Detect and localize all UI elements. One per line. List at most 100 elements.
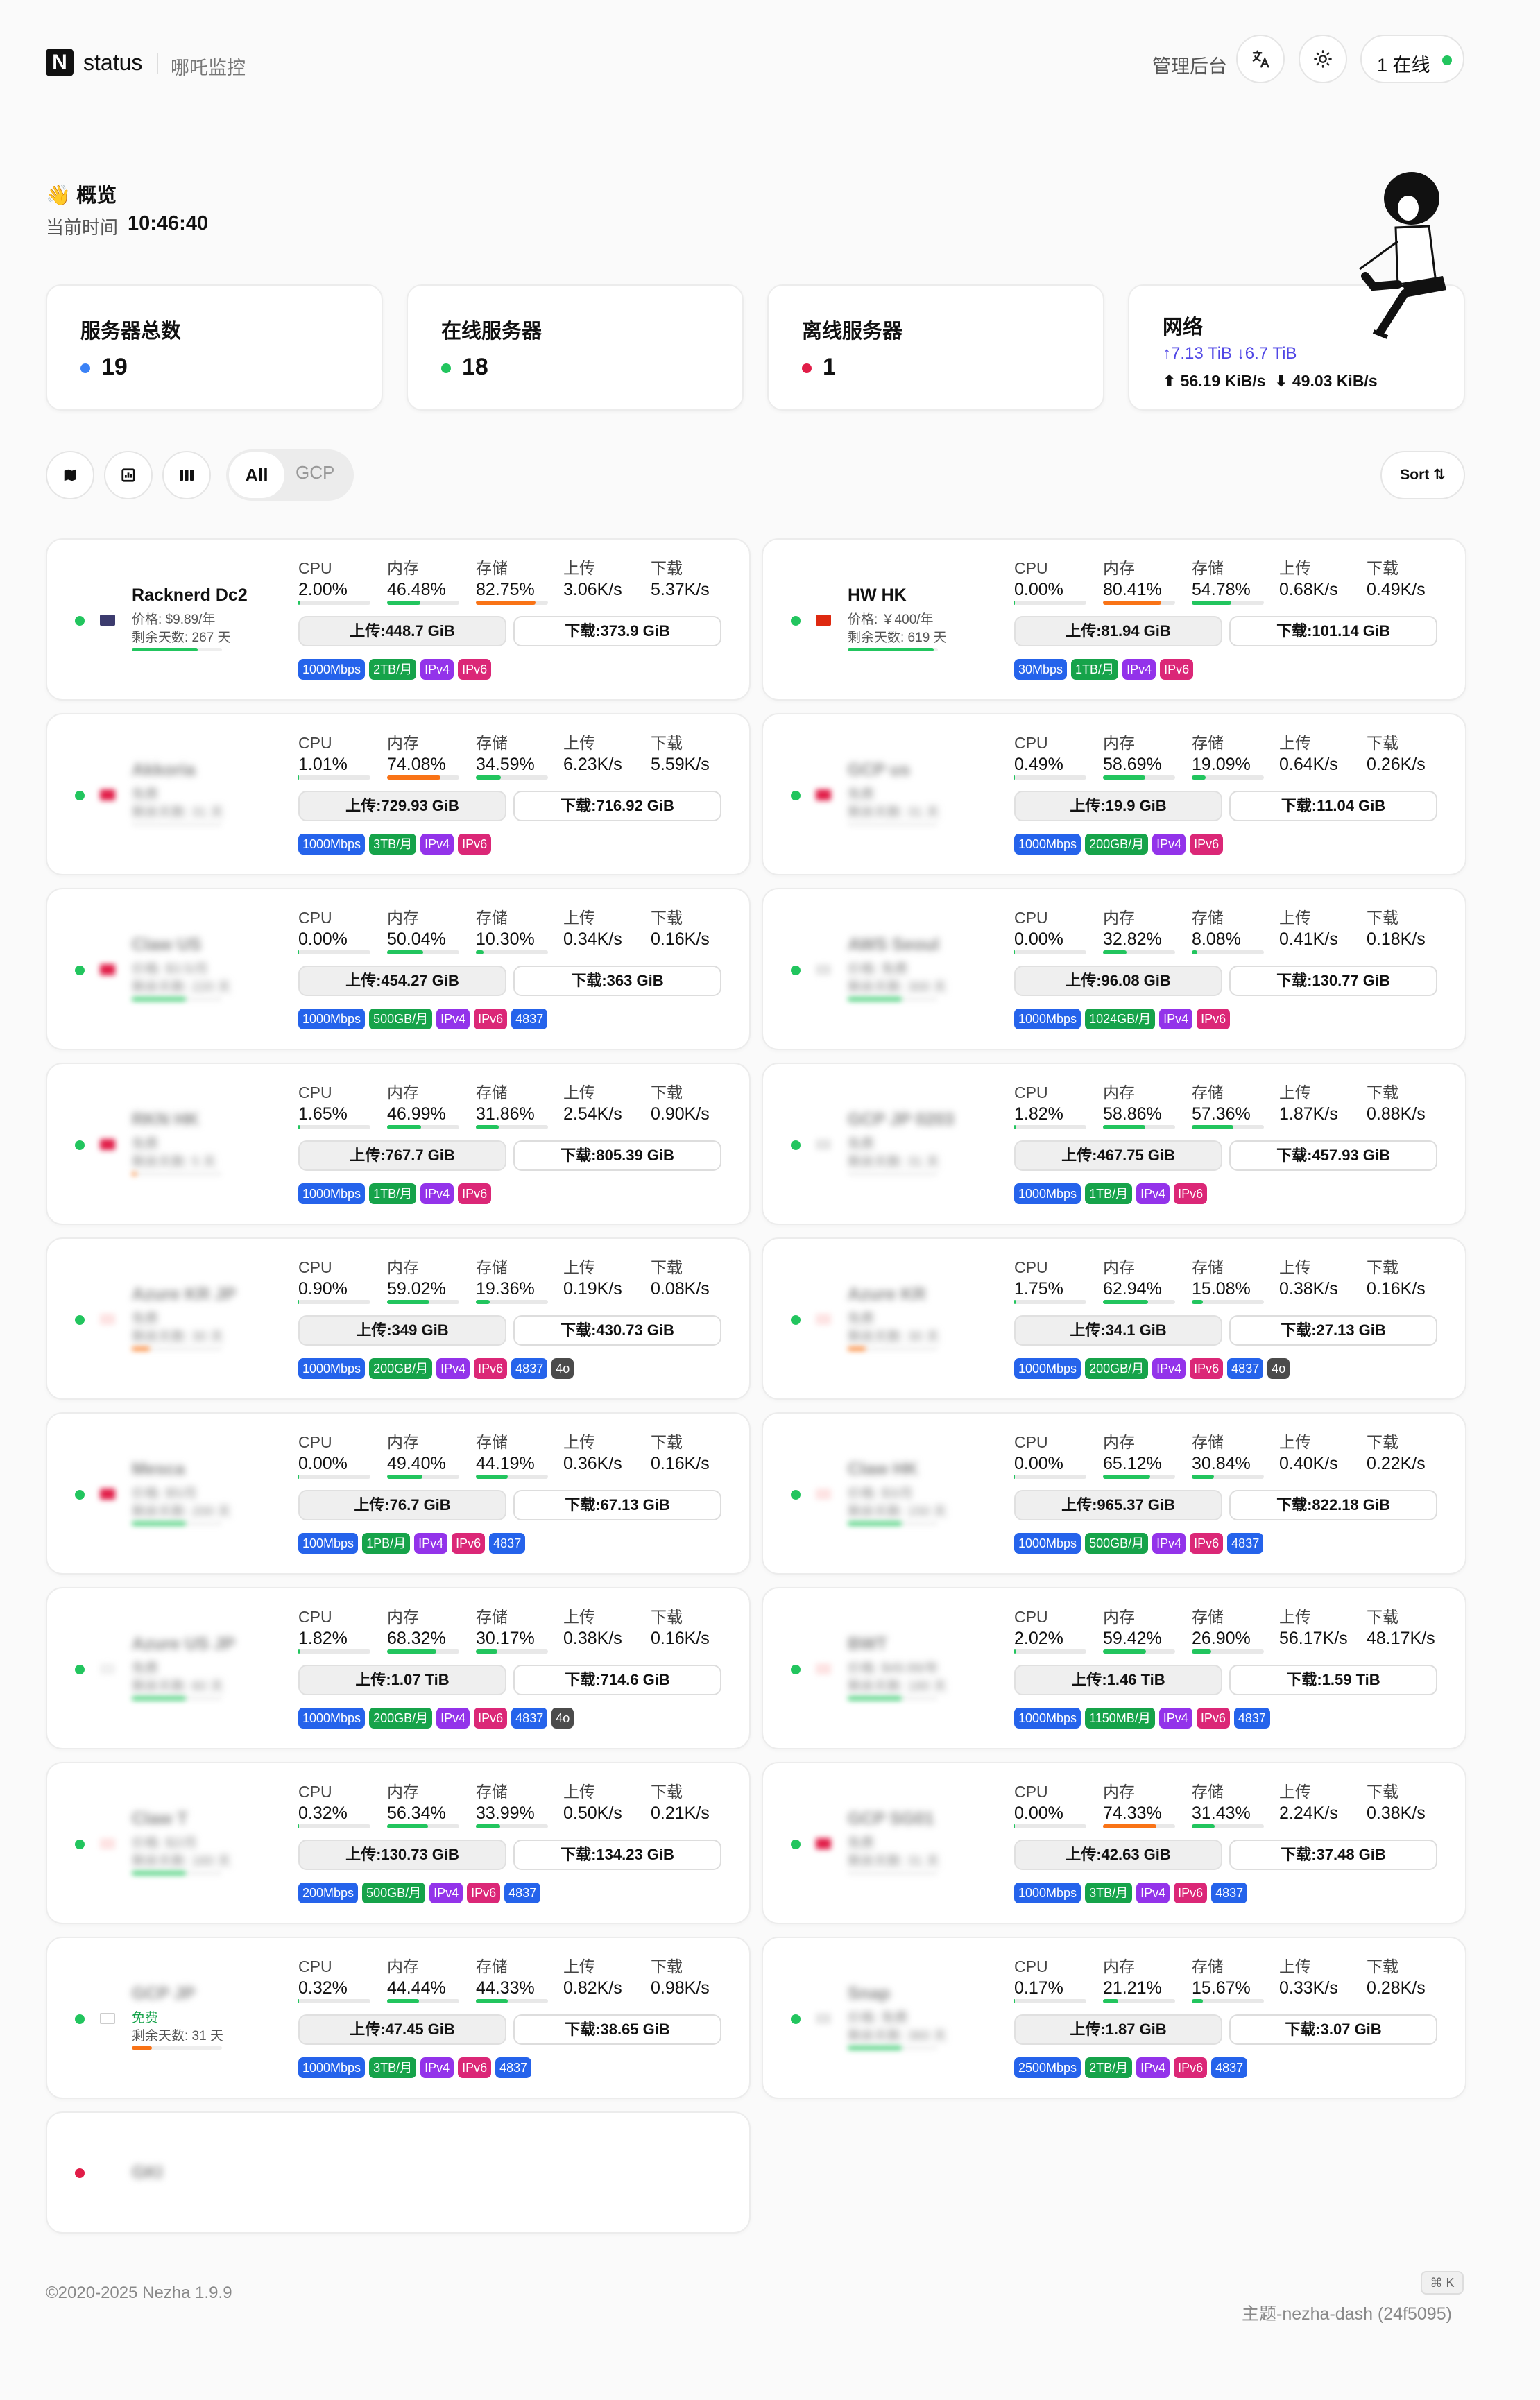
metric-cpu-label: CPU [1014,1957,1048,1975]
server-tag: 3TB/月 [369,834,417,855]
stat-card-offline[interactable]: 离线服务器 1 [767,284,1104,411]
language-button[interactable] [1236,35,1285,83]
metric-disk-value: 30.84% [1192,1454,1251,1473]
nezha-logo-icon[interactable]: N [46,49,74,76]
metric-cpu-bar [1014,775,1086,780]
sun-icon [1314,50,1332,68]
metric-cpu: CPU 0.32% [298,1956,380,2003]
country-flag-icon [816,2013,831,2024]
server-card[interactable]: GCP us 免费 剩余天数: 31 天 CPU 0.49% 内存 58.69% 存储 19.0… [762,713,1466,875]
metric-disk-bar [476,1824,548,1828]
online-count-pill[interactable]: 1 在线 [1360,35,1464,83]
online-indicator-dot [1442,55,1452,65]
metric-up: 上传 6.23K/s [563,732,645,775]
server-days-remaining: 剩余天数: 267 天 [132,631,231,645]
stat-total-label: 服务器总数 [80,320,182,343]
map-view-button[interactable] [46,451,94,499]
server-card[interactable]: AWS Seoul 价格: 免费 剩余天数: 300 天 CPU 0.00% 内存 32.8… [762,888,1466,1050]
server-card[interactable]: GCP JP 0203 免费 剩余天数: 31 天 CPU 1.82% 内存 58.86% 存… [762,1063,1466,1225]
server-card[interactable]: Claw US 价格: $3.5/月 剩余天数: 220 天 CPU 0.00% 内存 50… [46,888,751,1050]
server-card[interactable]: Snap 价格: 免费 剩余天数: 360 天 CPU 0.17% 内存 21.21% 存储 1… [762,1937,1466,2099]
server-card[interactable]: Azure KR JP 免费 剩余天数: 30 天 CPU 0.90% 内存 59.02% 存… [46,1237,751,1400]
server-tag: 1024GB/月 [1085,1009,1156,1029]
columns-view-button[interactable] [162,451,211,499]
metric-cpu-label: CPU [298,1433,332,1451]
server-card[interactable]: Azure KR 免费 剩余天数: 30 天 CPU 1.75% 内存 62.94% 存储 15… [762,1237,1466,1400]
metric-mem-value: 46.48% [387,580,446,599]
server-tags: 100Mbps 1PB/月 IPv4 IPv6 4837 [298,1533,526,1554]
metric-up-value: 0.38K/s [1279,1279,1338,1298]
server-card[interactable]: Racknerd Dc2 价格: $9.89/年 剩余天数: 267 天 CPU 2.0… [46,538,751,701]
download-total: 下载:38.65 GiB [513,2014,721,2045]
metric-down-label: 下载 [651,1083,683,1102]
command-palette-shortcut[interactable]: ⌘ K [1421,2271,1464,2295]
country-flag-icon [816,1663,831,1674]
server-card[interactable]: Claw T 价格: $2/月 剩余天数: 160 天 CPU 0.32% 内存 56.34… [46,1762,751,1924]
metric-mem-bar [1103,1999,1175,2003]
server-card[interactable]: Mesca 价格: $5/月 剩余天数: 200 天 CPU 0.00% 内存 49.40%… [46,1412,751,1575]
metric-up-label: 上传 [1279,734,1311,752]
server-days-remaining: 剩余天数: 31 天 [848,1854,939,1869]
upload-total: 上传:349 GiB [298,1315,506,1346]
server-tag: IPv4 [436,1358,470,1379]
download-speed-icon: ⬇ [1274,372,1288,390]
server-card[interactable]: HW HK 价格: ￥400/年 剩余天数: 619 天 CPU 0.00% 内存 80.4… [762,538,1466,701]
metric-down: 下载 0.16K/s [651,1432,733,1475]
filter-all-tab[interactable]: All [229,452,284,498]
server-tags: 1000Mbps 3TB/月 IPv4 IPv6 4837 [1014,1883,1248,1903]
metric-mem-label: 内存 [1103,1608,1135,1626]
server-tags: 2500Mbps 2TB/月 IPv4 IPv6 4837 [1014,2057,1248,2078]
online-count-label: 1 在线 [1377,55,1430,76]
metric-cpu-value: 1.65% [298,1104,348,1124]
metric-cpu-label: CPU [1014,734,1048,752]
stat-card-network[interactable]: 网络 ↑7.13 TiB ↓6.7 TiB ⬆ 56.19 KiB/s ⬇ 49… [1128,284,1465,411]
metric-up-label: 上传 [563,909,595,927]
metric-cpu-label: CPU [1014,559,1048,577]
stat-card-total[interactable]: 服务器总数 19 [46,284,383,411]
server-card[interactable]: RKN HK 免费 剩余天数: 5 天 CPU 1.65% 内存 46.99% 存储 31.86… [46,1063,751,1225]
sort-button[interactable]: Sort ⇅ [1380,451,1465,499]
metric-mem: 内存 65.12% [1103,1432,1185,1479]
server-card[interactable]: GCP SG01 免费 剩余天数: 31 天 CPU 0.00% 内存 74.33% 存储 31… [762,1762,1466,1924]
metric-disk-value: 44.19% [476,1454,535,1473]
metric-mem-bar [387,1649,459,1654]
metric-down: 下载 0.22K/s [1367,1432,1448,1475]
metric-mem: 内存 46.48% [387,558,469,605]
theme-toggle-button[interactable] [1299,35,1347,83]
metric-cpu-value: 0.17% [1014,1978,1063,1998]
server-days-bar [132,997,222,1001]
metric-down-label: 下载 [1367,1957,1398,1975]
metric-up-label: 上传 [1279,559,1311,577]
filter-gcp-tab[interactable]: GCP [296,462,335,483]
brand-title[interactable]: status [83,50,143,75]
metric-up: 上传 0.38K/s [563,1606,645,1649]
admin-link[interactable]: 管理后台 [1152,56,1227,77]
metric-mem-value: 65.12% [1103,1454,1162,1473]
metric-disk-value: 15.08% [1192,1279,1251,1298]
metric-mem: 内存 58.69% [1103,732,1185,780]
metric-disk-label: 存储 [476,1783,508,1801]
metric-disk: 存储 54.78% [1192,558,1274,605]
metric-up: 上传 2.54K/s [563,1082,645,1125]
server-card[interactable]: Akkoria 免费 剩余天数: 31 天 CPU 1.01% 内存 74.08% 存储 34.… [46,713,751,875]
footer-theme-info[interactable]: 主题-nezha-dash (24f5095) [1242,2304,1452,2324]
server-card[interactable]: GCP JP 免费 剩余天数: 31 天 CPU 0.32% 内存 44.44% 存储 44.3… [46,1937,751,2099]
server-days-remaining: 剩余天数: 31 天 [848,1155,939,1169]
chart-view-button[interactable] [104,451,153,499]
metric-mem-bar [1103,601,1175,605]
country-flag-icon [816,615,831,626]
metric-down-value: 0.90K/s [651,1104,710,1124]
server-card-offline[interactable]: GKI [46,2111,751,2234]
metric-down-label: 下载 [1367,1608,1398,1626]
server-card[interactable]: BWT 价格: $49.99/年 剩余天数: 180 天 CPU 2.02% 内存 59.4… [762,1587,1466,1749]
stat-card-online[interactable]: 在线服务器 18 [407,284,744,411]
server-tag: IPv4 [1136,2057,1170,2078]
server-card[interactable]: Claw HK 价格: $3/月 剩余天数: 150 天 CPU 0.00% 内存 65.1… [762,1412,1466,1575]
server-card[interactable]: Azure US JP 免费 剩余天数: 60 天 CPU 1.82% 内存 68.32% 存… [46,1587,751,1749]
download-total: 下载:134.23 GiB [513,1840,721,1870]
server-days-bar [132,1697,222,1700]
upload-total: 上传:1.46 TiB [1014,1665,1222,1695]
server-price: 价格: $9.89/年 [132,612,216,627]
server-status-dot [75,1840,85,1849]
metric-up-value: 1.87K/s [1279,1104,1338,1124]
